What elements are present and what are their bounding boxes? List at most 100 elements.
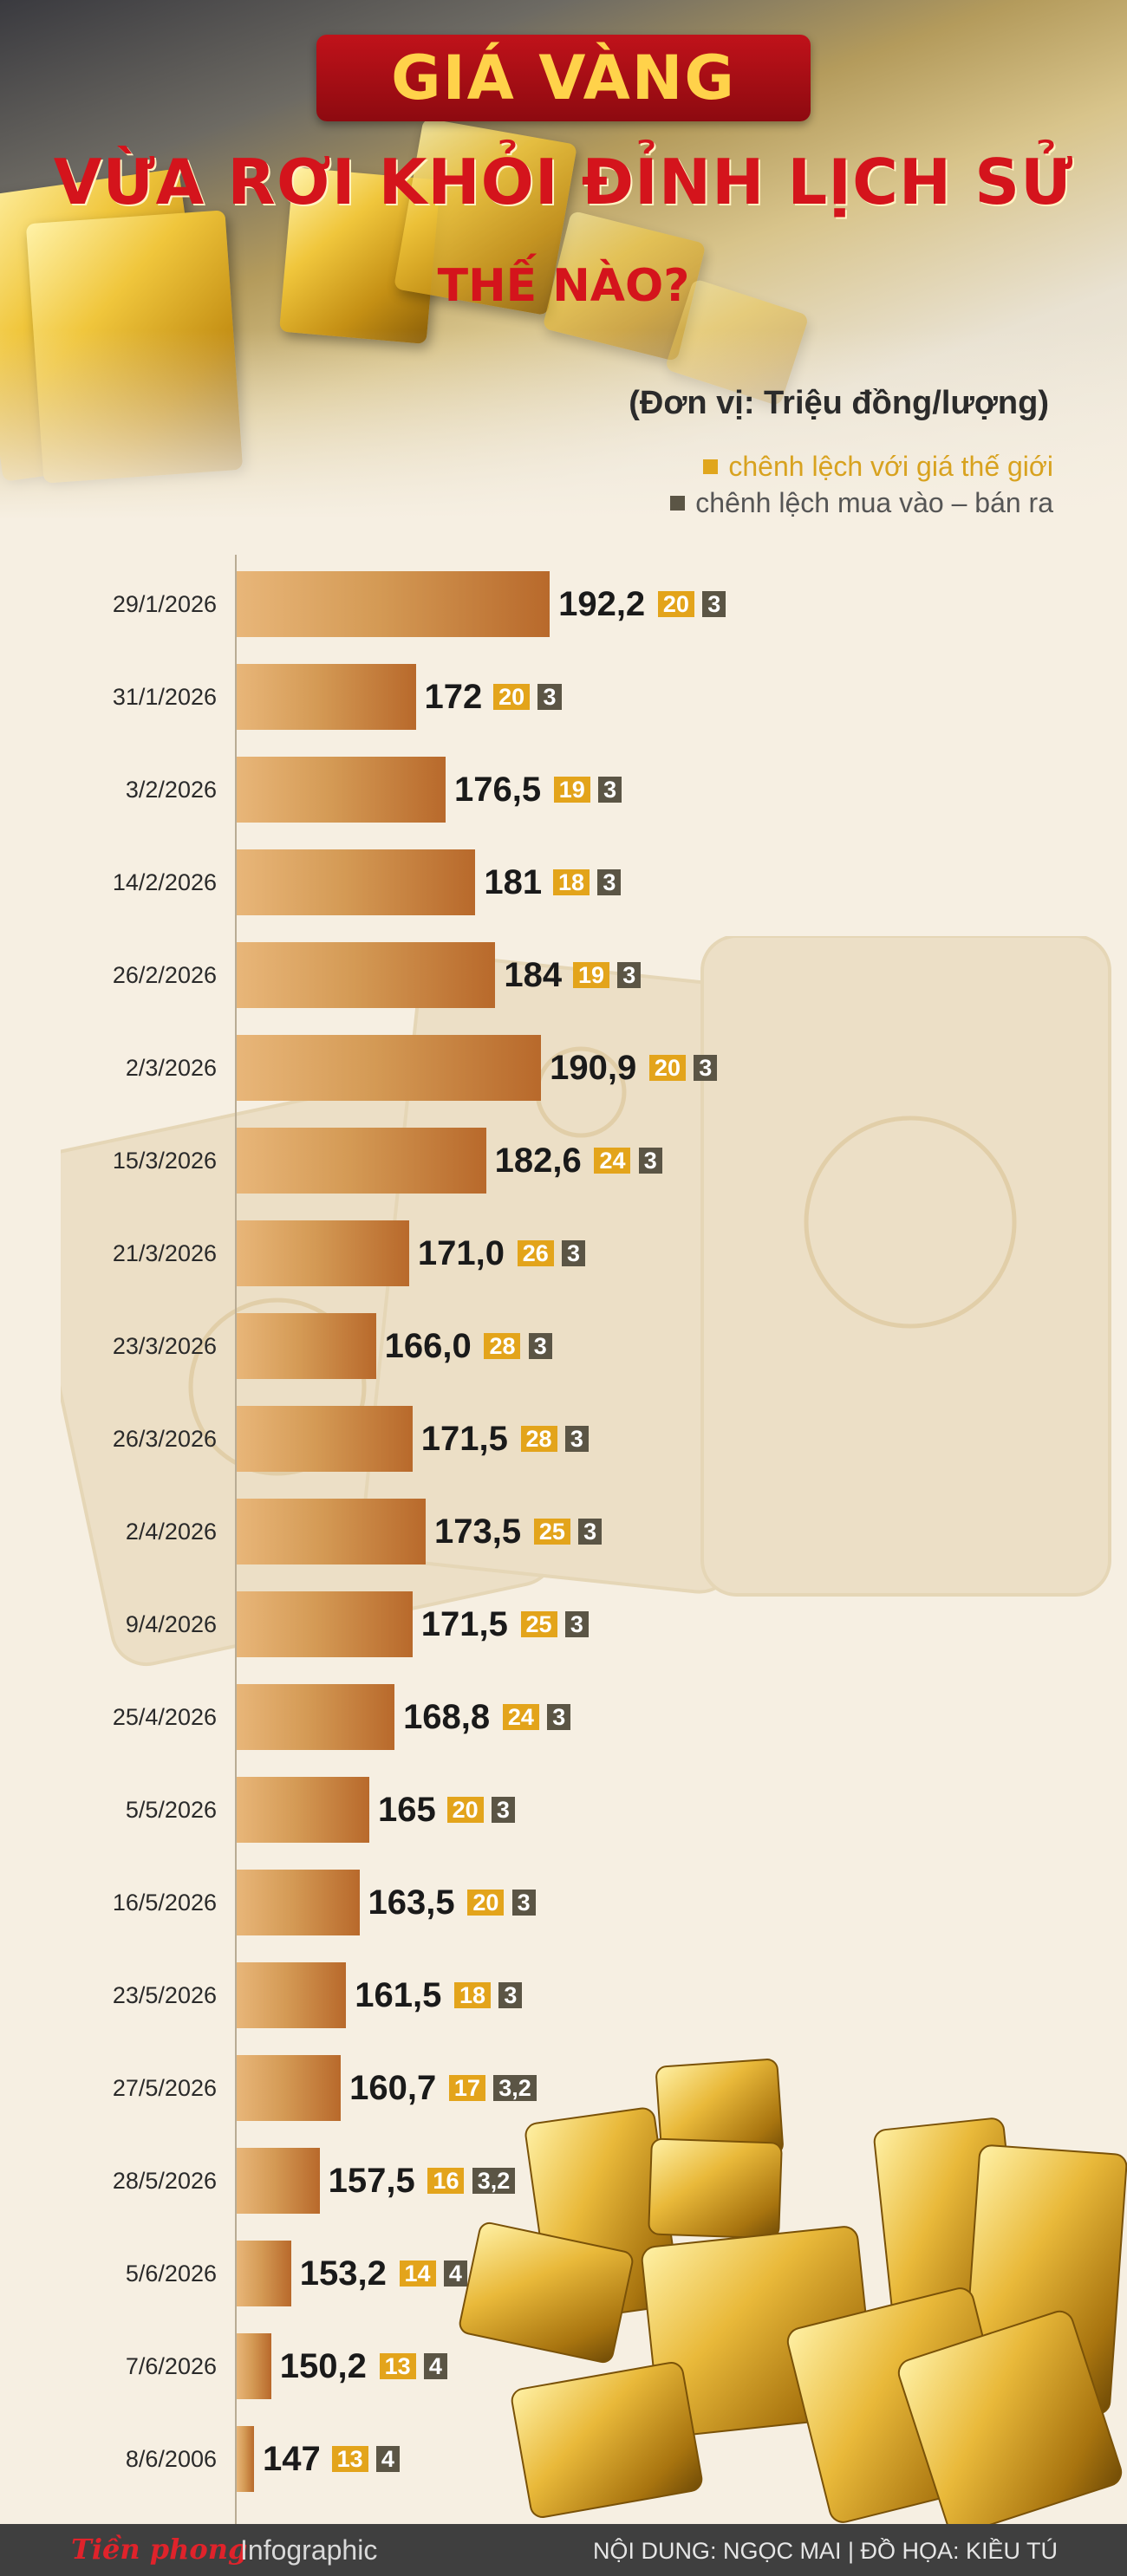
legend-item-world-gap: chênh lệch với giá thế giới [703,451,1053,483]
bar [237,2241,291,2306]
buy-sell-gap-badge: 3 [537,684,562,710]
bar-date-label: 14/2/2026 [112,869,217,895]
bar-row: 26/2/2026 184 19 3 [0,940,1127,1010]
buy-sell-gap-badge: 3 [498,1982,523,2008]
legend-swatch-gray [670,496,686,511]
bar [237,1684,395,1750]
buy-sell-gap-badge: 3 [638,1148,662,1174]
bar-row: 7/6/2026 150,2 13 4 [0,2332,1127,2401]
bar [237,2055,342,2121]
bar-row: 26/3/2026 171,5 28 3 [0,1404,1127,1473]
world-gap-badge: 26 [517,1240,554,1266]
bar-date-label: 2/4/2026 [125,1519,217,1545]
buy-sell-gap-badge: 3 [562,1240,586,1266]
world-gap-badge: 16 [427,2168,465,2194]
world-gap-badge: 20 [493,684,531,710]
bar-value-label: 150,2 [279,2347,367,2385]
world-gap-badge: 14 [399,2261,436,2287]
buy-sell-gap-badge: 3 [598,777,622,803]
bar-row: 15/3/2026 182,6 24 3 [0,1126,1127,1195]
bar [237,1499,427,1564]
unit-label: (Đơn vị: Triệu đồng/lượng) [629,385,1049,421]
bar-date-label: 8/6/2006 [125,2446,217,2472]
bar-date-label: 5/5/2026 [125,1797,217,1823]
title-top: GIÁ VÀNG [391,42,736,114]
bar-date-label: 7/6/2026 [125,2353,217,2379]
bar-row: 31/1/2026 172 20 3 [0,662,1127,732]
bar [237,757,446,823]
buy-sell-gap-badge: 3 [564,1426,589,1452]
world-gap-badge: 20 [467,1890,505,1916]
buy-sell-gap-badge: 3 [597,869,622,895]
bar [237,1313,376,1379]
section-label: Infographic [240,2534,378,2566]
bar [237,1128,486,1194]
bar-value-label: 147 [263,2440,321,2478]
bar-value-label: 165 [378,1791,436,1829]
bar-date-label: 2/3/2026 [125,1055,217,1081]
brand-logo: Tiền phong [71,2533,248,2566]
bar-value-label: 153,2 [299,2254,387,2293]
buy-sell-gap-badge: 3 [547,1704,571,1730]
bar-value-label: 157,5 [328,2162,415,2200]
buy-sell-gap-badge: 3 [511,1890,536,1916]
footer: Tiền phong Infographic NỘI DUNG: NGỌC MA… [0,2524,1127,2576]
bar [237,1035,542,1101]
title-line-3: THẾ NÀO? [437,260,690,312]
world-gap-badge: 20 [648,1055,686,1081]
legend-label: chênh lệch với giá thế giới [728,451,1053,482]
bar-value-label: 168,8 [403,1698,491,1736]
bar-value-label: 171,5 [420,1420,508,1458]
buy-sell-gap-badge: 3,2 [493,2075,537,2101]
bar-date-label: 31/1/2026 [112,684,217,710]
bar-row: 14/2/2026 181 18 3 [0,848,1127,917]
hero-fade [0,329,1127,520]
world-gap-badge: 17 [448,2075,485,2101]
bar-row: 16/5/2026 163,5 20 3 [0,1868,1127,1937]
bar-value-label: 172 [424,678,483,716]
bar [237,2148,320,2214]
buy-sell-gap-badge: 3 [617,962,642,988]
bar-date-label: 15/3/2026 [112,1148,217,1174]
bar-date-label: 27/5/2026 [112,2075,217,2101]
bar-value-label: 182,6 [494,1142,582,1180]
gold-bar-pile-image [459,2059,1127,2531]
buy-sell-gap-badge: 4 [423,2353,447,2379]
bar-value-label: 171,0 [417,1234,505,1272]
bar-date-label: 9/4/2026 [125,1611,217,1637]
buy-sell-gap-badge: 3 [694,1055,718,1081]
world-gap-badge: 25 [533,1519,570,1545]
world-gap-badge: 24 [594,1148,631,1174]
bar [237,1962,347,2028]
bar-row: 5/5/2026 165 20 3 [0,1775,1127,1844]
world-gap-badge: 18 [553,869,590,895]
bar [237,942,496,1008]
bar-value-label: 184 [504,956,563,994]
gold-bar-watermark [61,936,1111,1667]
bar-row: 21/3/2026 171,0 26 3 [0,1219,1127,1288]
bar-value-label: 181 [484,863,543,901]
buy-sell-gap-badge: 3,2 [472,2168,516,2194]
world-gap-badge: 28 [484,1333,521,1359]
bar-date-label: 25/4/2026 [112,1704,217,1730]
bar-row: 25/4/2026 168,8 24 3 [0,1682,1127,1752]
buy-sell-gap-badge: 3 [702,591,726,617]
buy-sell-gap-badge: 3 [528,1333,552,1359]
legend-label: chênh lệch mua vào – bán ra [695,487,1053,518]
bar-row: 27/5/2026 160,7 17 3,2 [0,2053,1127,2123]
world-gap-badge: 19 [572,962,609,988]
buy-sell-gap-badge: 4 [375,2446,400,2472]
bar-date-label: 3/2/2026 [125,777,217,803]
legend-item-buy-sell-gap: chênh lệch mua vào – bán ra [670,487,1053,519]
bar-row: 5/6/2026 153,2 14 4 [0,2239,1127,2308]
world-gap-badge: 25 [520,1611,557,1637]
bar-value-label: 166,0 [384,1327,472,1365]
credits: NỘI DUNG: NGỌC MAI | ĐỒ HỌA: KIỀU TÚ [592,2538,1058,2564]
title-banner [316,35,811,121]
bar-value-label: 163,5 [368,1883,455,1922]
bar [237,664,416,730]
bar [237,1777,369,1843]
bar-value-label: 160,7 [349,2069,437,2107]
legend-swatch-gold [703,459,719,474]
chart-axis-line [235,555,237,2527]
